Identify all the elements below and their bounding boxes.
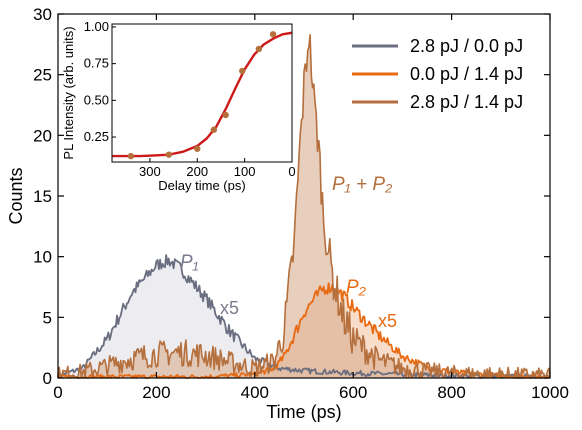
legend-label-3: 2.8 pJ / 1.4 pJ [410, 92, 523, 112]
annotation-p1-plus-p2: P₁ + P₂ [332, 174, 393, 195]
inset-data-point [210, 126, 218, 133]
inset-x-tick-label: 100 [234, 164, 256, 179]
annotation-p1-x5: x5 [220, 298, 239, 318]
inset-y-tick-label: 0.50 [84, 92, 109, 107]
inset: 300 200 100 0 0.25 0.50 0.75 1.00 Delay time (p… [61, 19, 296, 193]
inset-frame [111, 23, 293, 163]
inset-data-point [194, 145, 201, 152]
legend-label-1: 2.8 pJ / 0.0 pJ [410, 36, 523, 56]
inset-data-point [222, 111, 229, 119]
inset-y-tick-label: 0.75 [84, 56, 109, 71]
legend-label-2: 0.0 pJ / 1.4 pJ [410, 64, 523, 84]
inset-data-point [127, 152, 135, 160]
x-tick-label: 200 [142, 383, 170, 402]
y-tick-label: 30 [33, 5, 52, 24]
inset-x-tick-label: 0 [288, 164, 295, 179]
y-tick-label: 0 [43, 369, 52, 388]
y-tick-label: 5 [43, 308, 52, 327]
inset-data-point [269, 31, 277, 38]
x-tick-label: 800 [437, 383, 465, 402]
inset-fit-curve [112, 31, 293, 158]
x-tick-label: 0 [53, 383, 62, 402]
x-tick-label: 1000 [531, 383, 569, 402]
y-axis-title: Counts [6, 167, 26, 224]
legend: 2.8 pJ / 0.0 pJ 0.0 pJ / 1.4 pJ 2.8 pJ /… [352, 36, 523, 112]
x-tick-label: 400 [241, 383, 269, 402]
y-tick-label: 15 [33, 187, 52, 206]
series-line-1 [57, 254, 551, 379]
series-fill-3 [58, 34, 550, 379]
inset-x-tick-label: 200 [186, 164, 208, 179]
inset-y-tick-label: 0.25 [84, 129, 109, 144]
series-line-3 [57, 34, 551, 379]
y-tick-label: 25 [33, 66, 52, 85]
inset-y-axis-title: PL Intensity (arb. units) [61, 26, 76, 159]
x-axis-title: Time (ps) [266, 402, 341, 422]
inset-data-point [255, 45, 263, 53]
main-lines [57, 34, 551, 379]
inset-content [112, 31, 293, 160]
inset-ticks: 300 200 100 0 0.25 0.50 0.75 1.00 [84, 19, 296, 179]
inset-data-point [165, 151, 173, 158]
annotation-p2-x5: x5 [378, 311, 397, 331]
annotation-p2: P₂ [346, 277, 367, 298]
inset-data-point [239, 67, 246, 75]
x-tick-label: 600 [339, 383, 367, 402]
y-tick-label: 20 [33, 126, 52, 145]
inset-x-axis-title: Delay time (ps) [158, 178, 245, 193]
y-tick-label: 10 [33, 248, 52, 267]
inset-y-tick-label: 1.00 [84, 19, 109, 34]
annotation-p1: P₁ [180, 252, 199, 273]
inset-x-tick-label: 300 [139, 164, 161, 179]
